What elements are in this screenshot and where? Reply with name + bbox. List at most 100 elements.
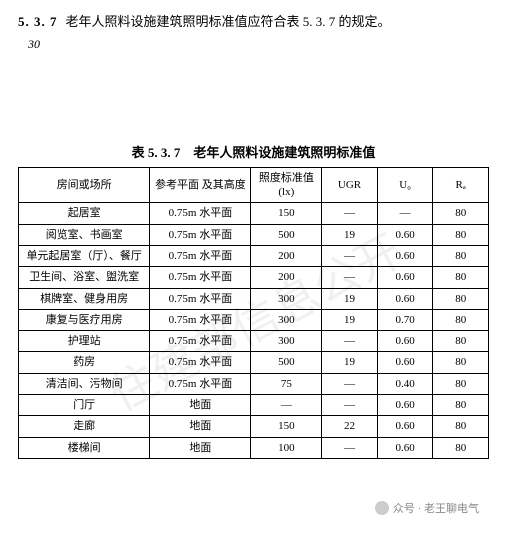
cell-ref: 0.75m 水平面 bbox=[150, 224, 251, 245]
cell-lx: 150 bbox=[251, 416, 322, 437]
cell-ra: 80 bbox=[433, 203, 489, 224]
cell-room: 走廊 bbox=[19, 416, 150, 437]
cell-room: 康复与医疗用房 bbox=[19, 309, 150, 330]
cell-ref: 地面 bbox=[150, 395, 251, 416]
table-header-row: 房间或场所 参考平面 及其高度 照度标准值 (lx) UGR U₀ Rₐ bbox=[19, 167, 489, 203]
table-row: 棋牌室、健身用房0.75m 水平面300190.6080 bbox=[19, 288, 489, 309]
col-room: 房间或场所 bbox=[19, 167, 150, 203]
table-row: 清洁间、污物间0.75m 水平面75—0.4080 bbox=[19, 373, 489, 394]
col-ugr: UGR bbox=[322, 167, 378, 203]
cell-u0: 0.60 bbox=[377, 395, 433, 416]
table-row: 单元起居室（厅）、餐厅0.75m 水平面200—0.6080 bbox=[19, 245, 489, 266]
cell-lx: 150 bbox=[251, 203, 322, 224]
col-ref: 参考平面 及其高度 bbox=[150, 167, 251, 203]
cell-room: 棋牌室、健身用房 bbox=[19, 288, 150, 309]
cell-u0: 0.60 bbox=[377, 288, 433, 309]
cell-ra: 80 bbox=[433, 352, 489, 373]
cell-ref: 0.75m 水平面 bbox=[150, 245, 251, 266]
cell-u0: 0.60 bbox=[377, 224, 433, 245]
cell-ref: 地面 bbox=[150, 416, 251, 437]
table-row: 药房0.75m 水平面500190.6080 bbox=[19, 352, 489, 373]
cell-room: 起居室 bbox=[19, 203, 150, 224]
cell-ref: 0.75m 水平面 bbox=[150, 373, 251, 394]
cell-ra: 80 bbox=[433, 437, 489, 458]
col-u0: U₀ bbox=[377, 167, 433, 203]
section-text: 老年人照料设施建筑照明标准值应符合表 5. 3. 7 的规定。 bbox=[66, 14, 391, 29]
cell-ugr: 19 bbox=[322, 309, 378, 330]
cell-ref: 0.75m 水平面 bbox=[150, 267, 251, 288]
cell-lx: 200 bbox=[251, 245, 322, 266]
table-row: 阅览室、书画室0.75m 水平面500190.6080 bbox=[19, 224, 489, 245]
cell-u0: 0.60 bbox=[377, 437, 433, 458]
cell-room: 卫生间、浴室、盥洗室 bbox=[19, 267, 150, 288]
cell-room: 药房 bbox=[19, 352, 150, 373]
table-row: 康复与医疗用房0.75m 水平面300190.7080 bbox=[19, 309, 489, 330]
section-number: 5. 3. 7 bbox=[18, 14, 58, 29]
footer-attribution: 众号 · 老王聊电气 bbox=[375, 500, 479, 516]
cell-ref: 0.75m 水平面 bbox=[150, 331, 251, 352]
cell-ra: 80 bbox=[433, 373, 489, 394]
cell-ugr: 19 bbox=[322, 352, 378, 373]
cell-room: 阅览室、书画室 bbox=[19, 224, 150, 245]
cell-u0: 0.60 bbox=[377, 352, 433, 373]
cell-room: 楼梯间 bbox=[19, 437, 150, 458]
cell-ugr: — bbox=[322, 203, 378, 224]
cell-ra: 80 bbox=[433, 395, 489, 416]
cell-room: 清洁间、污物间 bbox=[19, 373, 150, 394]
table-row: 卫生间、浴室、盥洗室0.75m 水平面200—0.6080 bbox=[19, 267, 489, 288]
cell-lx: 500 bbox=[251, 224, 322, 245]
cell-ref: 0.75m 水平面 bbox=[150, 288, 251, 309]
cell-ugr: 19 bbox=[322, 224, 378, 245]
cell-room: 单元起居室（厅）、餐厅 bbox=[19, 245, 150, 266]
cell-ugr: — bbox=[322, 331, 378, 352]
cell-ugr: — bbox=[322, 395, 378, 416]
section-heading: 5. 3. 7 老年人照料设施建筑照明标准值应符合表 5. 3. 7 的规定。 bbox=[18, 12, 489, 33]
cell-u0: 0.60 bbox=[377, 267, 433, 288]
cell-ref: 0.75m 水平面 bbox=[150, 203, 251, 224]
cell-u0: 0.60 bbox=[377, 416, 433, 437]
page-number: 30 bbox=[28, 37, 489, 52]
table-row: 门厅地面——0.6080 bbox=[19, 395, 489, 416]
cell-ugr: — bbox=[322, 267, 378, 288]
cell-u0: 0.60 bbox=[377, 245, 433, 266]
cell-lx: 300 bbox=[251, 309, 322, 330]
table-row: 起居室0.75m 水平面150——80 bbox=[19, 203, 489, 224]
cell-ra: 80 bbox=[433, 267, 489, 288]
cell-ra: 80 bbox=[433, 288, 489, 309]
cell-u0: 0.70 bbox=[377, 309, 433, 330]
cell-lx: 200 bbox=[251, 267, 322, 288]
wechat-icon bbox=[375, 501, 389, 515]
cell-lx: — bbox=[251, 395, 322, 416]
cell-ra: 80 bbox=[433, 416, 489, 437]
cell-ra: 80 bbox=[433, 245, 489, 266]
cell-lx: 100 bbox=[251, 437, 322, 458]
cell-u0: 0.40 bbox=[377, 373, 433, 394]
cell-ra: 80 bbox=[433, 224, 489, 245]
col-lx: 照度标准值 (lx) bbox=[251, 167, 322, 203]
cell-ra: 80 bbox=[433, 309, 489, 330]
cell-lx: 300 bbox=[251, 288, 322, 309]
cell-ref: 0.75m 水平面 bbox=[150, 352, 251, 373]
cell-u0: 0.60 bbox=[377, 331, 433, 352]
cell-u0: — bbox=[377, 203, 433, 224]
cell-ra: 80 bbox=[433, 331, 489, 352]
col-ra: Rₐ bbox=[433, 167, 489, 203]
table-row: 楼梯间地面100—0.6080 bbox=[19, 437, 489, 458]
cell-room: 门厅 bbox=[19, 395, 150, 416]
cell-ugr: — bbox=[322, 373, 378, 394]
footer-text: 众号 · 老王聊电气 bbox=[393, 500, 479, 516]
cell-lx: 75 bbox=[251, 373, 322, 394]
table-title: 表 5. 3. 7 老年人照料设施建筑照明标准值 bbox=[18, 142, 489, 161]
cell-ref: 0.75m 水平面 bbox=[150, 309, 251, 330]
cell-ugr: 22 bbox=[322, 416, 378, 437]
cell-ugr: 19 bbox=[322, 288, 378, 309]
table-row: 走廊地面150220.6080 bbox=[19, 416, 489, 437]
cell-lx: 300 bbox=[251, 331, 322, 352]
lighting-standards-table: 房间或场所 参考平面 及其高度 照度标准值 (lx) UGR U₀ Rₐ 起居室… bbox=[18, 167, 489, 459]
cell-ugr: — bbox=[322, 245, 378, 266]
cell-room: 护理站 bbox=[19, 331, 150, 352]
cell-ref: 地面 bbox=[150, 437, 251, 458]
cell-ugr: — bbox=[322, 437, 378, 458]
cell-lx: 500 bbox=[251, 352, 322, 373]
table-row: 护理站0.75m 水平面300—0.6080 bbox=[19, 331, 489, 352]
